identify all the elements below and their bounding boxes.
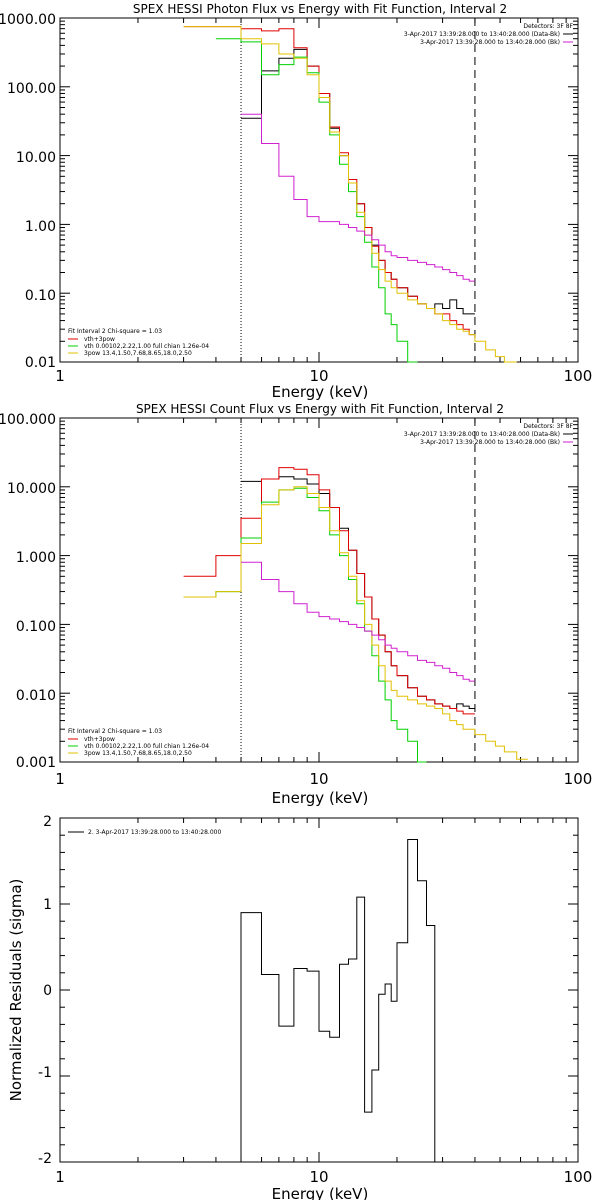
count-flux-header-detectors: Detectors: 3F 8F [523,423,573,430]
count-flux-header-data-interval: 3-Apr-2017 13:39:28.000 to 13:40:28.000 … [404,431,560,438]
residuals-ytick-label: 2 [43,814,52,830]
residuals-legend: 2. 3-Apr-2017 13:39:28.000 to 13:40:28.0… [68,829,221,836]
count-flux-ytick-label: 100.000 [0,412,56,428]
photon-flux-header-data-interval: 3-Apr-2017 13:39:28.000 to 13:40:28.000 … [404,31,560,38]
residuals-ytick-label: -2 [38,1151,52,1167]
powerlaw-component-histogram [183,486,528,760]
count-flux-y-ticks: 0.001 0.010 0.100 1.000 10.000 100.000 [0,412,56,771]
count-flux-legend-fit: Fit Interval 2 Chi-square = 1.03 [68,728,162,735]
residuals-y-ticks: -2 -1 0 1 2 [38,814,52,1167]
residuals-xtick-label: 1 [55,1168,65,1186]
count-flux-xtick-label: 10 [309,770,328,788]
residuals-ytick-label: 1 [43,897,52,913]
photon-flux-legend-thermal: vth 0.00102,2.22,1.00 full chian 1.26e-0… [84,343,209,350]
photon-flux-y-ticks: 0.01 0.10 1.00 10.00 100.00 1000.00 [0,12,56,371]
count-flux-ytick-label: 10.000 [7,481,56,497]
photon-flux-ytick-label: 100.00 [7,81,56,97]
axis-ticks [59,418,578,763]
photon-flux-ytick-label: 1.00 [25,219,56,235]
residuals-histogram [240,839,436,1162]
photon-flux-header-detectors: Detectors: 3F 8F [523,23,573,30]
residuals-legend-interval: 2. 3-Apr-2017 13:39:28.000 to 13:40:28.0… [88,829,221,836]
photon-flux-legend-powerlaw: 3pow 13.4,1.50,7.68,8.65,18.0,2.50 [84,350,192,357]
photon-flux-xtick-label: 10 [309,367,328,385]
count-flux-ytick-label: 0.001 [16,755,56,771]
count-flux-panel: SPEX HESSI Count Flux vs Energy with Fit… [0,402,592,807]
photon-flux-header-bk-interval: 3-Apr-2017 13:39:28.000 to 13:40:28.000 … [420,39,560,46]
count-flux-plot-frame [59,417,579,763]
count-flux-title: SPEX HESSI Count Flux vs Energy with Fit… [136,402,504,416]
photon-flux-ytick-label: 10.00 [16,150,56,166]
residuals-ylabel: Normalized Residuals (sigma) [7,879,25,1102]
total-fit-histogram [183,467,475,715]
count-flux-ytick-label: 1.000 [16,550,56,566]
thermal-component-histogram [215,38,418,363]
photon-flux-legend-total: vth+3pow [84,336,115,343]
count-flux-header-bk-interval: 3-Apr-2017 13:39:28.000 to 13:40:28.000 … [420,439,560,446]
residuals-ytick-label: -1 [38,1065,52,1081]
photon-flux-title: SPEX HESSI Photon Flux vs Energy with Fi… [133,2,507,16]
photon-flux-xtick-label: 100 [564,367,593,385]
photon-flux-ytick-label: 0.10 [25,288,56,304]
count-flux-marks [59,418,578,763]
residuals-ytick-label: 0 [43,983,52,999]
photon-flux-x-ticks: 1 10 100 [55,367,592,385]
photon-flux-header: Detectors: 3F 8F 3-Apr-2017 13:39:28.000… [404,23,574,46]
count-flux-header: Detectors: 3F 8F 3-Apr-2017 13:39:28.000… [404,423,574,446]
photon-flux-ytick-label: 0.01 [25,355,56,371]
count-flux-ytick-label: 0.010 [16,688,56,704]
residuals-xtick-label: 100 [564,1168,593,1186]
photon-flux-legend: Fit Interval 2 Chi-square = 1.03 vth+3po… [68,328,209,357]
count-flux-legend-total: vth+3pow [84,736,115,743]
thermal-component-histogram [183,487,427,763]
axis-ticks [59,817,578,1163]
background-histogram [241,561,475,682]
axis-ticks [59,18,578,363]
count-flux-xtick-label: 100 [564,770,593,788]
count-flux-ytick-label: 0.100 [16,619,56,635]
residuals-x-ticks: 1 10 100 [55,1168,592,1186]
data-histogram [241,48,475,315]
residuals-panel: Energy (keV) Normalized Residuals (sigma… [7,814,592,1200]
count-flux-legend-thermal: vth 0.00102,2.22,1.00 full chian 1.26e-0… [84,743,209,750]
photon-flux-xlabel: Energy (keV) [272,383,369,401]
residuals-marks [59,817,578,1163]
photon-flux-legend-fit: Fit Interval 2 Chi-square = 1.03 [68,328,162,335]
count-flux-x-ticks: 1 10 100 [55,770,592,788]
residuals-xtick-label: 10 [309,1168,328,1186]
photon-flux-marks [59,18,578,363]
residuals-xlabel: Energy (keV) [272,1185,369,1200]
photon-flux-xtick-label: 1 [55,367,65,385]
count-flux-xlabel: Energy (keV) [272,789,369,807]
total-fit-histogram [183,26,475,336]
photon-flux-ytick-label: 1000.00 [0,12,56,28]
photon-flux-panel: SPEX HESSI Photon Flux vs Energy with Fi… [0,2,592,401]
count-flux-legend: Fit Interval 2 Chi-square = 1.03 vth+3po… [68,728,209,757]
background-histogram [241,113,475,282]
data-histogram [241,476,475,709]
count-flux-legend-powerlaw: 3pow 13.4,1.50,7.68,8.65,18.0,2.50 [84,750,192,757]
count-flux-xtick-label: 1 [55,770,65,788]
powerlaw-component-histogram [183,26,517,363]
